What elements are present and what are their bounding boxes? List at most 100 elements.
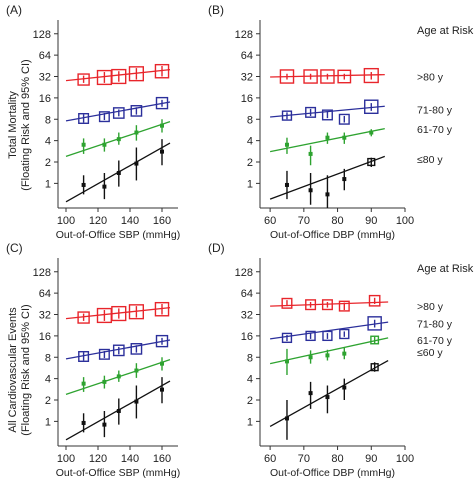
data-point [305,330,316,342]
series-over-80 [65,63,171,86]
data-point [116,137,121,142]
y-tick-label: 4 [247,374,253,386]
data-point [81,381,86,386]
legend-label: ≤60 y [417,347,443,359]
data-point [128,66,145,82]
y-axis-title-bottom-line2: (Floating Risk and 95% CI) [20,304,32,435]
series-71-80 [270,99,385,125]
y-tick-label: 1 [45,178,51,190]
data-point [102,184,107,189]
data-point [364,99,379,115]
data-point [367,157,376,167]
panel-label: (B) [208,3,224,17]
x-tick-label: 60 [264,453,276,465]
series-over-80 [65,301,171,324]
data-point [342,135,347,140]
x-tick-label: 80 [331,215,343,227]
series-71-80 [65,96,171,124]
regression-line [65,68,171,82]
panel-label: (A) [6,3,22,17]
y-tick-label: 8 [247,352,253,364]
data-point [154,301,170,317]
data-point [284,142,289,147]
series-over-80 [270,67,385,84]
regression-line [65,306,171,320]
legend-title: Age at Risk [417,263,474,275]
data-point [102,379,107,384]
x-tick-label: 80 [331,453,343,465]
y-tick-label: 1 [247,178,253,190]
data-point [154,63,170,79]
data-point [325,192,330,197]
series-71-80 [270,316,389,344]
data-point [305,106,317,118]
data-point [134,130,139,135]
data-point [128,304,145,320]
data-point [116,374,121,379]
data-point [370,363,379,372]
data-point [130,343,143,355]
legend-label: ≤80 y [417,154,443,166]
data-point [279,69,295,84]
data-point [342,351,347,356]
series-youngest [65,377,171,441]
data-point [98,348,110,360]
data-point [325,353,330,358]
data-point [308,391,313,396]
y-tick-label: 32 [241,72,253,84]
data-point [159,361,164,366]
panel-label: (D) [208,241,225,255]
series-61-70 [269,128,385,166]
data-point [159,123,164,128]
data-point [342,385,347,390]
y-tick-label: 64 [39,288,51,300]
data-point [155,96,169,110]
y-tick-label: 1 [45,416,51,428]
x-axis-label: Out-of-Office DBP (mmHg) [270,229,395,241]
data-point [325,135,330,140]
regression-line [269,337,389,365]
y-tick-label: 128 [33,29,51,41]
data-point [321,299,333,311]
legend-label: 71-80 y [417,318,453,330]
y-tick-label: 2 [45,395,51,407]
data-point [102,422,107,427]
series-61-70 [65,119,171,157]
data-point [338,300,350,312]
data-point [321,109,333,121]
data-point [134,399,139,404]
y-tick-label: 32 [39,72,51,84]
y-tick-label: 4 [247,136,253,148]
x-axis-label: Out-of-Office SBP (mmHg) [56,467,180,479]
x-tick-label: 160 [153,215,171,227]
y-tick-label: 64 [39,50,51,62]
x-tick-label: 140 [121,215,139,227]
y-axis-title-bottom-line1: All Cardiovascular Events [7,307,19,433]
data-point [367,316,382,331]
y-tick-label: 4 [45,136,51,148]
y-tick-label: 128 [235,29,253,41]
regression-line [270,301,389,307]
panel-a: (A) 1 2 4 8 16 32 64 128 100 120 140 160 Out-of-Offic… [6,3,180,241]
series-youngest [269,359,389,440]
x-tick-label: 100 [396,215,414,227]
x-axis-label: Out-of-Office SBP (mmHg) [56,229,180,241]
y-tick-label: 32 [241,310,253,322]
data-point [281,110,293,121]
y-axis-title-top-line2: (Floating Risk and 95% CI) [20,59,32,190]
y-tick-label: 1 [247,416,253,428]
legend-label: >80 y [417,72,444,84]
data-point [281,332,293,344]
data-point [369,130,374,135]
series-61-70 [269,335,389,375]
data-point [322,330,333,342]
x-tick-label: 100 [57,453,75,465]
data-point [102,142,107,147]
y-tick-label: 2 [45,157,51,169]
y-tick-label: 128 [33,267,51,279]
data-point [81,420,86,425]
x-tick-label: 100 [396,453,414,465]
y-tick-label: 8 [45,352,51,364]
panel-c: (C) 1 2 4 8 16 32 64 128 100 120 140 160 Out-of-Offic… [6,241,180,479]
